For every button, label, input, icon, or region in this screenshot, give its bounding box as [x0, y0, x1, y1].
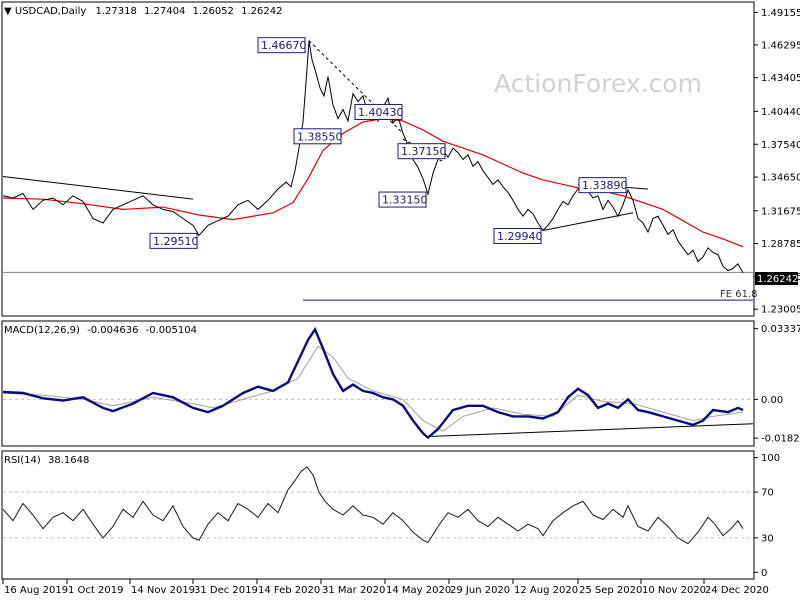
- macd-line: [2, 326, 744, 440]
- price-trendline: [2, 175, 194, 200]
- rsi-grid: [3, 491, 753, 539]
- price-panel: ActionForex.com FE 61.8 1.466701.404301.…: [1, 1, 800, 317]
- rsi-line: [2, 466, 744, 545]
- x-tick-label: 14 May 2020: [386, 585, 451, 596]
- macd-header: MACD(12,26,9) -0.004636 -0.005104: [4, 325, 197, 336]
- macd-value-1: -0.004636: [87, 325, 138, 336]
- x-tick-label: 29 Jun 2020: [450, 585, 510, 596]
- last-price-tag: [755, 272, 798, 285]
- rsi-tick-label: 100: [761, 453, 780, 464]
- price-annotation-label: 1.40430: [358, 106, 404, 119]
- macd-axis-ticks: 0.03337 0.00 -0.018262: [754, 324, 800, 445]
- price-panel-frame: [1, 1, 755, 317]
- macd-name: MACD(12,26,9): [4, 325, 80, 336]
- price-tick-label: 1.40440: [761, 107, 800, 118]
- x-tick-label: 1 Oct 2019: [68, 585, 123, 596]
- macd-panel-frame: [1, 320, 755, 447]
- x-tick-label: 12 Aug 2020: [514, 585, 578, 596]
- last-price-tag-text: 1.26242: [757, 274, 798, 285]
- price-annotation-label: 1.29510: [153, 235, 199, 248]
- rsi-panel: 100 70 30 0 RSI(14) 38.1648: [1, 450, 780, 580]
- price-annotation-label: 1.33890: [582, 179, 628, 192]
- price-annotations: 1.46670 1.40430 1.38550 1.37150 1.33150 1.295…: [149, 37, 628, 249]
- price-annotation-label: 1.46670: [261, 39, 307, 52]
- price-tick-label: 1.28785: [761, 239, 800, 250]
- x-tick-label: 25 Sep 2020: [579, 585, 642, 596]
- x-tick-label: 10 Nov 2020: [642, 585, 706, 596]
- rsi-axis-ticks: 100 70 30 0: [754, 453, 780, 579]
- rsi-tick-label: 0: [761, 568, 767, 579]
- price-tick-label: 1.43405: [761, 73, 800, 84]
- rsi-tick-label: 30: [761, 533, 774, 544]
- price-annotation-label: 1.29940: [497, 230, 543, 243]
- price-tick-label: 1.46295: [761, 40, 800, 51]
- macd-value-2: -0.005104: [146, 325, 197, 336]
- rsi-tick-label: 70: [761, 488, 774, 499]
- moving-average-line: [2, 117, 744, 248]
- macd-tick-label: 0.03337: [761, 324, 800, 335]
- price-annotation-label: 1.38550: [297, 130, 343, 143]
- x-tick-label: 14 Nov 2019: [131, 585, 195, 596]
- price-annotation-box: [397, 143, 446, 160]
- price-tick-label: 1.37540: [761, 140, 800, 151]
- header-high: 1.27404: [144, 6, 185, 17]
- header-open: 1.27318: [95, 6, 136, 17]
- price-tick-label: 1.49155: [761, 8, 800, 19]
- price-annotation-box: [493, 227, 542, 244]
- macd-signal-line: [2, 345, 744, 432]
- x-tick-label: 14 Feb 2020: [258, 585, 320, 596]
- rsi-header: RSI(14) 38.1648: [4, 455, 89, 466]
- price-annotation-box: [378, 191, 427, 208]
- price-annotation-box: [293, 128, 342, 145]
- header-close: 1.26242: [241, 6, 282, 17]
- header-triangle-icon: ▼: [4, 6, 12, 17]
- rsi-panel-frame: [1, 450, 755, 580]
- rsi-value: 38.1648: [48, 455, 89, 466]
- header-low: 1.26052: [193, 6, 234, 17]
- macd-panel: 0.03337 0.00 -0.018262 MACD(12,26,9) -0.00…: [1, 320, 800, 447]
- price-header: ▼ USDCAD,Daily 1.27318 1.27404 1.26052 1…: [4, 6, 282, 17]
- price-tick-label: 1.23005: [761, 305, 800, 316]
- price-annotation-label: 1.37150: [401, 145, 447, 158]
- x-tick-label: 31 Dec 2019: [194, 585, 258, 596]
- price-line: [2, 40, 744, 274]
- x-tick-label: 31 Mar 2020: [322, 585, 385, 596]
- fe-618-label: FE 61.8: [720, 289, 758, 300]
- rsi-name: RSI(14): [4, 455, 41, 466]
- price-annotation-box: [257, 37, 306, 54]
- macd-tick-label: -0.018262: [761, 434, 800, 445]
- price-tick-label: 1.31675: [761, 206, 800, 217]
- price-annotation-label: 1.33150: [382, 194, 428, 207]
- macd-trendline: [427, 423, 754, 438]
- x-tick-label: 16 Aug 2019: [4, 585, 68, 596]
- header-symbol: USDCAD,Daily: [15, 6, 86, 17]
- price-tick-label: 1.34650: [761, 173, 800, 184]
- watermark: ActionForex.com: [494, 69, 702, 98]
- macd-tick-label: 0.00: [761, 395, 783, 406]
- price-annotation-box: [578, 177, 627, 194]
- price-annotation-box: [354, 103, 403, 120]
- x-tick-label: 24 Dec 2020: [705, 585, 769, 596]
- price-annotation-box: [149, 232, 198, 249]
